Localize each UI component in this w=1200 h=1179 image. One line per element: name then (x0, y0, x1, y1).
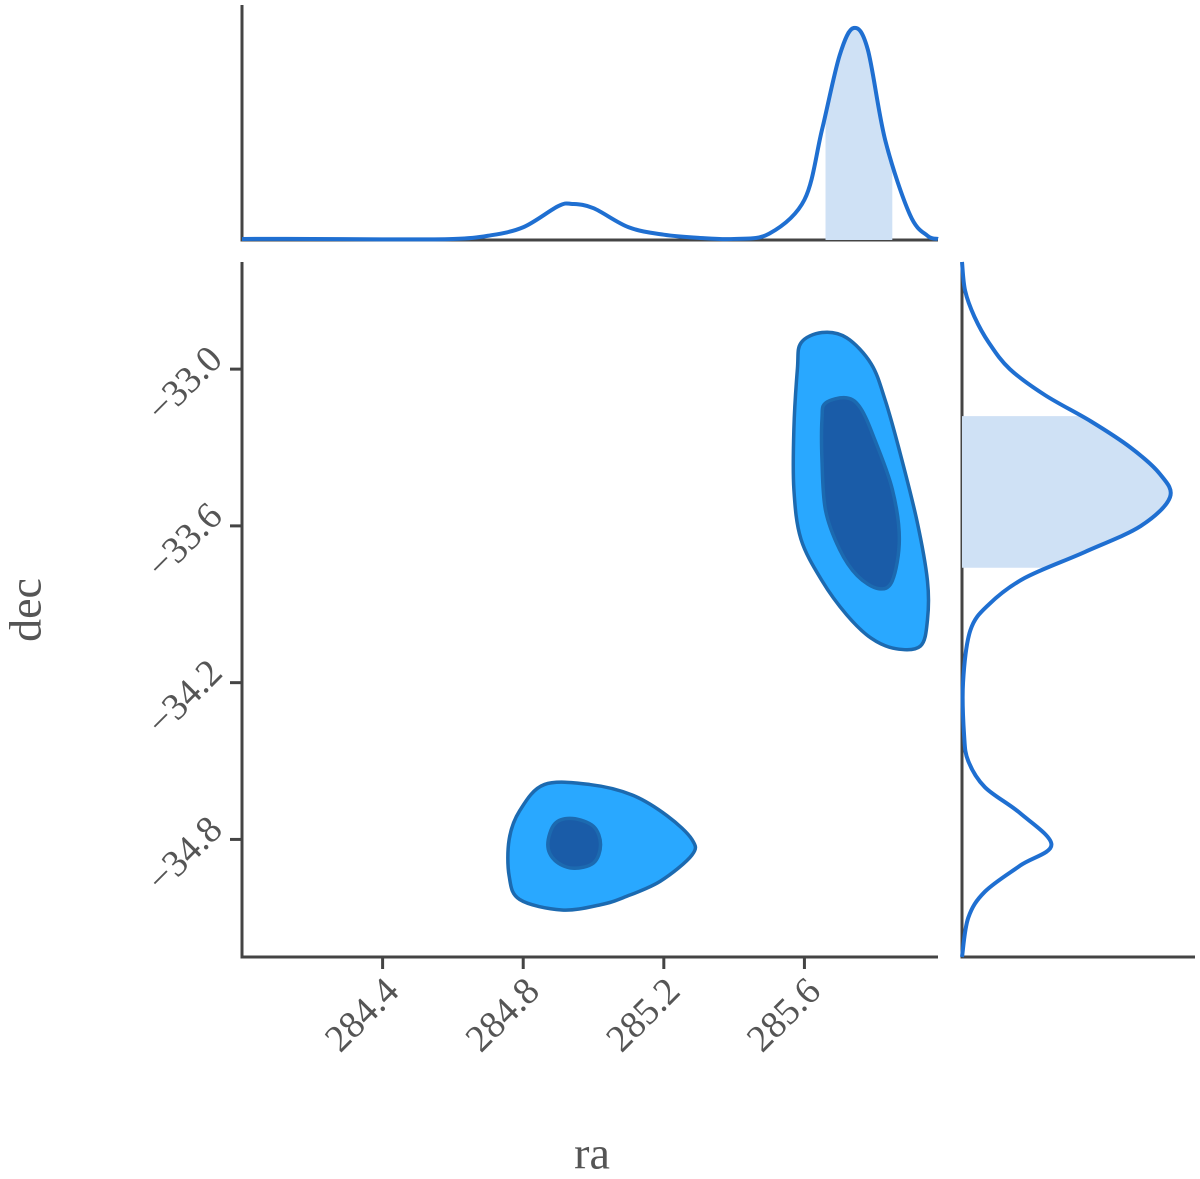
x-tick-label: 284.4 (317, 970, 407, 1060)
x-tick-label: 284.8 (458, 970, 548, 1060)
contour (819, 395, 902, 591)
contour (546, 816, 603, 870)
main-panel-spines (240, 262, 938, 959)
dec-interval-band (962, 416, 1171, 568)
y-axis-label: dec (0, 578, 51, 642)
x-tick-label: 285.6 (739, 970, 829, 1060)
y-tick-label: −34.8 (139, 808, 231, 900)
y-tick-label: −33.0 (139, 338, 231, 430)
y-tick-label: −34.2 (139, 651, 231, 743)
dec-marginal-line (960, 261, 1173, 958)
ra-interval-band (825, 27, 893, 240)
x-axis-label: ra (574, 1128, 610, 1179)
right-panel-spines (960, 262, 1195, 959)
y-tick-label: −33.6 (139, 495, 231, 587)
x-tick-label: 285.2 (598, 970, 688, 1060)
ra-marginal-line (241, 25, 939, 242)
